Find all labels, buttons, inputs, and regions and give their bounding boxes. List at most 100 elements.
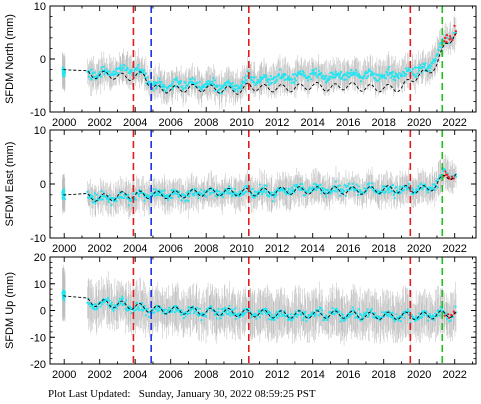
panel-2: -20 -10 0 10 20 2000 2002 2004 2006 2008 2010 2012 2… xyxy=(4,252,477,381)
data-point xyxy=(429,314,432,317)
data-point xyxy=(230,191,233,194)
data-point xyxy=(227,79,230,82)
error-bars xyxy=(62,264,457,346)
data-point xyxy=(175,78,178,81)
data-point xyxy=(99,75,102,78)
x-tick-label: 2012 xyxy=(265,369,289,381)
data-point xyxy=(121,297,125,300)
data-point xyxy=(407,313,410,316)
data-point xyxy=(398,187,401,191)
data-point xyxy=(119,66,122,69)
y-tick-label: 10 xyxy=(34,279,46,291)
data-point xyxy=(62,298,65,301)
data-point xyxy=(232,313,236,317)
data-point xyxy=(367,68,371,71)
data-point xyxy=(299,70,302,73)
data-point xyxy=(153,82,156,86)
data-point xyxy=(269,75,272,78)
data-point xyxy=(189,78,192,81)
data-point xyxy=(381,311,384,314)
data-point xyxy=(236,84,239,87)
data-point xyxy=(314,71,317,75)
data-point xyxy=(119,64,122,67)
data-point xyxy=(224,310,228,313)
data-point xyxy=(363,74,366,77)
data-point xyxy=(328,77,331,80)
data-point xyxy=(188,80,191,83)
data-point xyxy=(154,307,158,311)
data-point xyxy=(186,312,189,316)
data-point xyxy=(171,308,174,311)
data-point xyxy=(136,193,140,196)
data-point xyxy=(323,75,326,78)
data-point xyxy=(411,315,414,319)
x-tick-label: 2018 xyxy=(371,369,395,381)
data-point xyxy=(254,190,257,193)
data-point xyxy=(293,77,297,80)
data-point xyxy=(324,77,327,80)
data-point xyxy=(355,71,358,74)
recent-point xyxy=(445,40,448,44)
data-point xyxy=(341,313,344,316)
data-point xyxy=(200,318,203,322)
data-point xyxy=(347,182,351,185)
data-point xyxy=(292,184,296,187)
data-point xyxy=(243,311,246,315)
data-point xyxy=(330,190,333,194)
data-point xyxy=(159,83,162,86)
data-point xyxy=(351,306,355,309)
recent-point xyxy=(453,24,456,27)
data-point xyxy=(107,200,110,204)
data-point xyxy=(302,318,305,322)
data-point xyxy=(331,189,334,192)
data-point xyxy=(306,77,309,80)
data-point xyxy=(405,73,408,76)
data-point xyxy=(264,311,267,314)
data-point xyxy=(231,81,234,85)
data-point xyxy=(207,79,210,82)
data-point xyxy=(337,72,340,75)
x-tick-label: 2016 xyxy=(336,243,360,255)
data-point xyxy=(227,191,230,194)
data-point xyxy=(210,305,213,308)
data-point xyxy=(389,311,392,314)
data-point xyxy=(142,70,145,73)
data-point xyxy=(334,70,337,73)
data-point xyxy=(343,183,346,186)
x-tick-label: 2002 xyxy=(87,117,111,129)
data-point xyxy=(224,82,227,85)
data-point xyxy=(275,310,278,314)
data-point xyxy=(180,309,183,312)
data-point xyxy=(273,194,276,197)
data-point xyxy=(61,193,64,197)
data-point xyxy=(157,307,160,310)
data-point xyxy=(265,75,268,78)
data-point xyxy=(189,312,192,315)
data-point xyxy=(184,194,187,197)
data-point xyxy=(413,73,416,76)
data-point xyxy=(194,188,198,191)
data-point xyxy=(407,182,410,185)
data-point xyxy=(325,314,328,317)
data-point xyxy=(394,79,397,82)
data-point xyxy=(344,78,348,81)
data-point xyxy=(182,317,185,320)
data-point xyxy=(100,189,103,192)
data-point xyxy=(334,180,338,183)
recent-point xyxy=(443,314,446,317)
data-point xyxy=(106,196,109,200)
data-point xyxy=(166,310,170,314)
data-point xyxy=(436,53,439,57)
data-point xyxy=(367,314,371,317)
x-tick-label: 2008 xyxy=(194,117,218,129)
data-point xyxy=(112,309,115,312)
data-point xyxy=(130,68,133,71)
data-point xyxy=(193,78,196,81)
panel-1: -10 0 10 2000 2002 2004 2006 2008 2010 2012 2014 20… xyxy=(4,125,477,255)
data-point xyxy=(132,309,135,312)
data-point xyxy=(411,186,414,190)
data-point xyxy=(393,197,396,200)
data-point xyxy=(387,65,390,69)
data-point xyxy=(192,312,196,315)
data-point xyxy=(217,84,220,87)
